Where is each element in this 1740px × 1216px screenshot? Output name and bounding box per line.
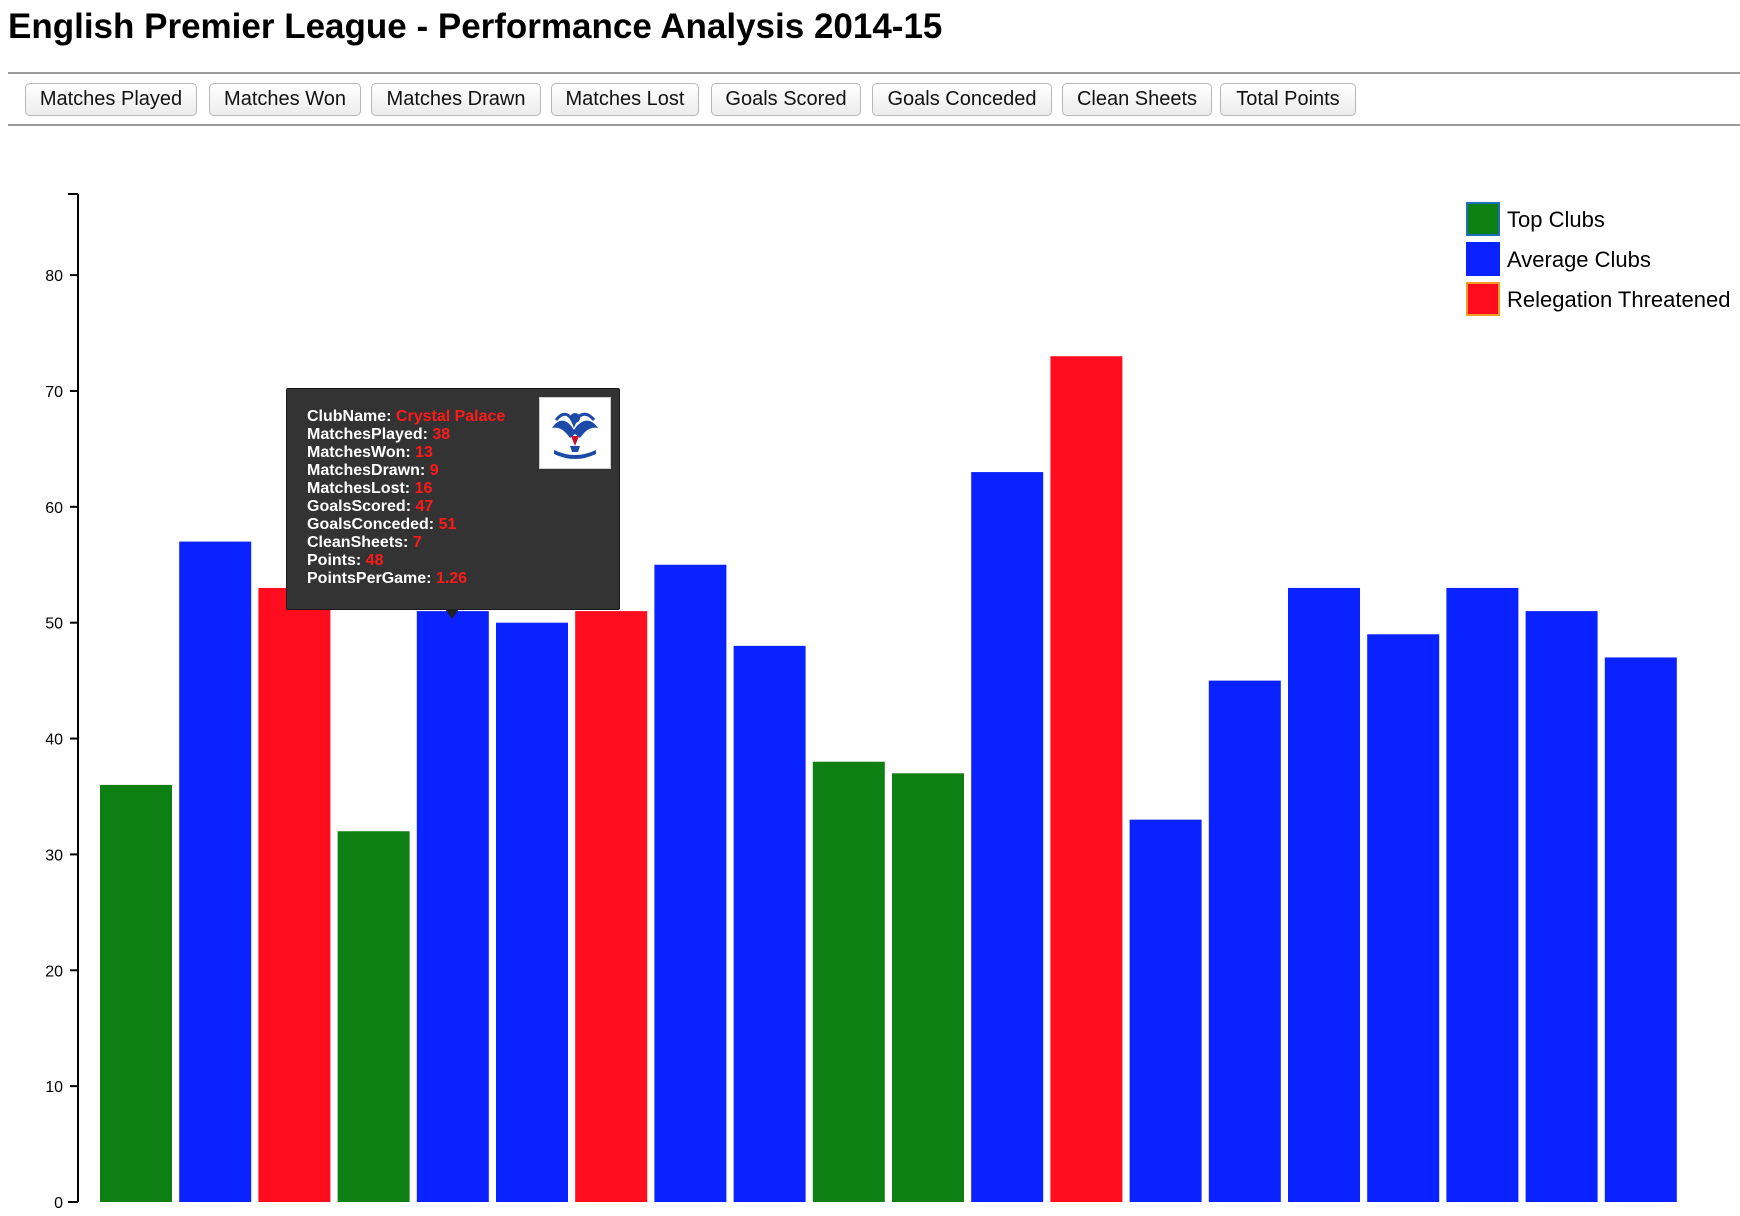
y-tick-label: 40	[45, 732, 63, 749]
tooltip-matches-drawn: MatchesDrawn: 9	[307, 462, 505, 480]
y-tick-label: 60	[45, 500, 63, 517]
tooltip-label: CleanSheets:	[307, 534, 413, 551]
chart-bar[interactable]	[337, 831, 410, 1202]
crystal-palace-crest-icon	[539, 397, 611, 469]
tooltip-label: MatchesWon:	[307, 444, 416, 461]
chart-bar[interactable]	[733, 645, 806, 1202]
chart-bar[interactable]	[971, 472, 1044, 1202]
tooltip-label: MatchesDrawn:	[307, 462, 430, 479]
y-axis: 0 10 20 30 40 50 60 70 80	[45, 193, 79, 1212]
chart-bar[interactable]	[1446, 587, 1519, 1202]
page-title: English Premier League - Performance Ana…	[8, 7, 943, 46]
tooltip-label: Points:	[307, 552, 366, 569]
tooltip-value: 1.26	[435, 570, 468, 587]
legend-label-top-clubs: Top Clubs	[1507, 207, 1605, 232]
chart-legend: Top Clubs Average Clubs Relegation Threa…	[1466, 202, 1730, 316]
goals-scored-button[interactable]: Goals Scored	[711, 83, 861, 116]
total-points-button[interactable]: Total Points	[1220, 83, 1356, 116]
y-tick-label: 0	[54, 1195, 63, 1212]
tooltip-matches-won: MatchesWon: 13	[307, 444, 505, 462]
legend-swatch-relegation-threatened	[1466, 282, 1500, 316]
tooltip-label: GoalsScored:	[307, 498, 416, 515]
matches-lost-button[interactable]: Matches Lost	[551, 83, 699, 116]
tooltip-value: 16	[414, 480, 433, 497]
chart-bar[interactable]	[1367, 634, 1440, 1202]
chart-bar[interactable]	[1129, 819, 1202, 1202]
tooltip-points: Points: 48	[307, 552, 505, 570]
tooltip-value: 47	[415, 498, 434, 515]
chart-bar[interactable]	[1525, 611, 1598, 1202]
chart-bar[interactable]	[812, 761, 885, 1202]
tooltip-label: PointsPerGame:	[307, 570, 436, 587]
chart-bar[interactable]	[179, 541, 252, 1202]
tooltip-goals-scored: GoalsScored: 47	[307, 498, 505, 516]
legend-label-average-clubs: Average Clubs	[1507, 247, 1651, 272]
legend-label-relegation-threatened: Relegation Threatened	[1507, 287, 1730, 312]
legend-swatch-top-clubs	[1466, 202, 1500, 236]
tooltip-matches-lost: MatchesLost: 16	[307, 480, 505, 498]
chart-bar[interactable]	[100, 784, 172, 1202]
tooltip-points-per-game: PointsPerGame: 1.26	[307, 570, 505, 588]
tooltip-label: GoalsConceded:	[307, 516, 439, 533]
tooltip-value: 13	[415, 444, 433, 461]
chart-bar[interactable]	[416, 611, 489, 1202]
bar-series	[100, 356, 1677, 1202]
chart-bar[interactable]	[1288, 587, 1360, 1202]
club-tooltip: ClubName: Crystal Palace MatchesPlayed: …	[286, 388, 620, 610]
tooltip-clean-sheets: CleanSheets: 7	[307, 534, 505, 552]
tooltip-goals-conceded: GoalsConceded: 51	[307, 516, 505, 534]
clean-sheets-button[interactable]: Clean Sheets	[1062, 83, 1212, 116]
tooltip-value: 48	[365, 552, 384, 569]
goals-conceded-button[interactable]: Goals Conceded	[872, 83, 1052, 116]
y-tick-label: 50	[45, 616, 63, 633]
chart-bar[interactable]	[1050, 356, 1123, 1202]
tooltip-value: 9	[429, 462, 439, 479]
tooltip-value: 51	[438, 516, 457, 533]
tooltip-club-name: ClubName: Crystal Palace	[307, 408, 505, 426]
tooltip-pointer	[445, 609, 459, 619]
tooltip-label: ClubName:	[307, 408, 396, 425]
y-tick-label: 80	[45, 268, 63, 285]
matches-played-button[interactable]: Matches Played	[25, 83, 197, 116]
legend-swatch-average-clubs	[1466, 242, 1500, 276]
y-tick-label: 20	[45, 963, 63, 980]
chart-bar[interactable]	[892, 773, 964, 1202]
tooltip-label: MatchesLost:	[307, 480, 415, 497]
tooltip-matches-played: MatchesPlayed: 38	[307, 426, 505, 444]
chart-bar[interactable]	[1604, 657, 1677, 1202]
chart-bar[interactable]	[1208, 680, 1281, 1202]
tooltip-value: 38	[432, 426, 451, 443]
tooltip-details: ClubName: Crystal Palace MatchesPlayed: …	[307, 408, 505, 588]
y-tick-label: 70	[45, 384, 63, 401]
tooltip-value: Crystal Palace	[395, 408, 506, 425]
matches-won-button[interactable]: Matches Won	[209, 83, 361, 116]
metric-toolbar: Matches Played Matches Won Matches Drawn…	[8, 72, 1740, 126]
chart-bar[interactable]	[575, 611, 648, 1202]
y-tick-label: 30	[45, 847, 63, 864]
y-tick-label: 10	[45, 1079, 63, 1096]
tooltip-value: 7	[412, 534, 422, 551]
matches-drawn-button[interactable]: Matches Drawn	[371, 83, 541, 116]
chart-bar[interactable]	[654, 564, 727, 1202]
chart-bar[interactable]	[258, 587, 331, 1202]
tooltip-label: MatchesPlayed:	[307, 426, 433, 443]
chart-bar[interactable]	[496, 622, 568, 1202]
